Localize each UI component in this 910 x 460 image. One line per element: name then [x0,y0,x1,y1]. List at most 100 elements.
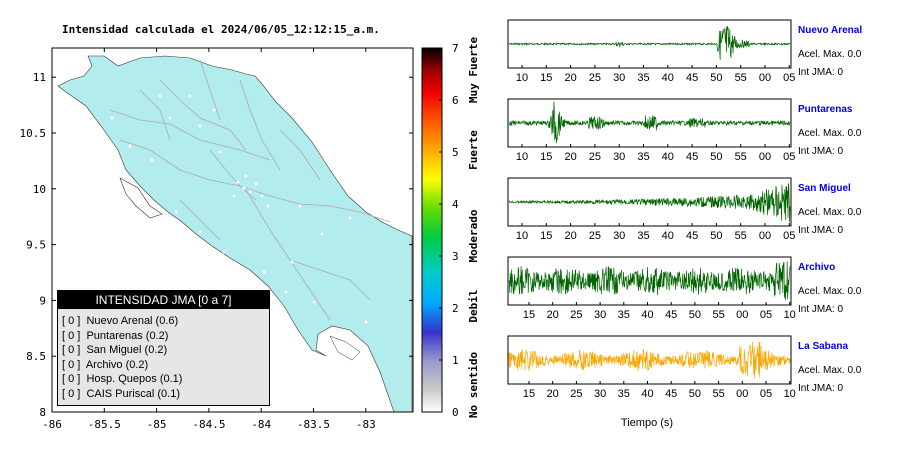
time-tick-label: 30 [594,388,606,400]
x-tick-label: -84 [251,418,271,431]
time-tick-label: 00 [736,388,748,400]
station-jma-intensity: Int JMA: 0 [798,225,843,236]
time-axis-label: Tiempo (s) [621,417,673,429]
city-dot [174,210,178,214]
time-tick-label: 00 [759,151,771,163]
time-tick-label: 30 [613,72,625,84]
y-tick-label: 9 [39,294,46,307]
station-max-acceleration: Acel. Max. 0.0 [798,128,862,139]
city-dot [110,116,114,120]
legend-item: [ 0 ] Nuevo Arenal (0.6) [58,314,269,329]
colorbar-tick-label: 1 [452,354,459,367]
x-tick-label: -86 [42,418,62,431]
city-dot [284,290,288,294]
station-name: San Miguel [798,183,851,194]
time-tick-label: 20 [547,388,559,400]
station-jma-intensity: Int JMA: 0 [798,67,843,78]
gulf-of-nicoya [119,177,163,219]
colorbar-tick-label: 5 [452,146,459,159]
road-line [209,149,257,201]
road-line [239,185,391,223]
y-tick-label: 11 [33,71,46,84]
time-tick-label: 15 [540,72,552,84]
time-tick-label: 25 [570,388,582,400]
city-dot [320,232,324,236]
legend-item: [ 0 ] CAIS Puriscal (0.1) [58,387,269,402]
time-tick-label: 05 [783,151,795,163]
time-tick-label: 50 [689,309,701,321]
y-tick-label: 9.5 [26,239,46,252]
waveform-trace [508,261,791,301]
time-tick-label: 10 [516,151,528,163]
time-tick-label: 50 [710,230,722,242]
station-name: La Sabana [798,341,848,352]
waveform-panels: 10 15 20 25 30 35 40 45 50 55 00 05 Nuevo Arenal Acel… [507,19,862,429]
station-max-acceleration: Acel. Max. 0.0 [798,49,862,60]
time-tick-label: 15 [523,388,535,400]
time-tick-label: 10 [784,309,796,321]
time-tick-label: 50 [710,72,722,84]
colorbar-category-label: No sentido [467,352,480,419]
time-tick-label: 55 [735,72,747,84]
colorbar-category-label: Debil [467,289,480,322]
colorbar-tick-label: 3 [452,250,459,263]
y-tick-label: 10.5 [20,127,47,140]
legend-list: [ 0 ] Nuevo Arenal (0.6)[ 0 ] Puntarenas… [58,309,269,402]
city-dot [198,124,202,128]
y-tick-label: 8.5 [26,350,46,363]
legend-item-value: [ 0 ] [62,387,81,400]
legend-item-value: [ 0 ] [62,329,81,342]
time-tick-label: 40 [641,388,653,400]
station-max-acceleration: Acel. Max. 0.0 [798,286,862,297]
city-dot [260,194,264,198]
time-tick-label: 45 [686,151,698,163]
waveform-panel: 15 20 25 30 35 40 45 50 55 00 05 10 La Sabana Acel. M… [507,335,862,400]
colorbar-category-label: Fuerte [467,130,480,170]
time-tick-label: 25 [589,230,601,242]
time-tick-label: 10 [516,72,528,84]
time-tick-label: 05 [760,309,772,321]
chart-title: Intensidad calculada el 2024/06/05_12:12… [62,23,380,36]
time-tick-label: 00 [759,230,771,242]
time-tick-label: 20 [564,230,576,242]
road-line [279,129,321,181]
golfo-dulce [329,335,361,361]
waveform-trace [508,25,791,60]
y-tick-label: 8 [39,406,46,419]
time-tick-label: 20 [547,309,559,321]
colorbar-category-label: Muy Fuerte [467,37,480,104]
map-panel: -86 -85.5 -85 -84.5 -84 -83.5 -83 8 8.5 9 9.5 10 10.… [20,47,414,431]
city-dot [188,94,192,98]
colorbar-tick-label: 0 [452,406,459,419]
x-tick-label: -83.5 [297,418,330,431]
time-tick-label: 25 [589,151,601,163]
waveform-trace [508,183,791,222]
city-dot [140,204,144,208]
x-tick-label: -83 [356,418,376,431]
time-tick-label: 55 [712,388,724,400]
legend-item: [ 0 ] Puntarenas (0.2) [58,329,269,344]
legend-item: [ 0 ] Archivo (0.2) [58,358,269,373]
time-tick-label: 20 [564,72,576,84]
legend-item-name: Hosp. Quepos (0.1) [80,373,183,386]
intensity-legend: INTENSIDAD JMA [0 a 7] [ 0 ] Nuevo Arena… [57,290,270,406]
time-tick-label: 05 [760,388,772,400]
colorbar-tick-label: 2 [452,302,459,315]
legend-item-name: San Miguel (0.2) [80,344,168,357]
legend-item-name: Archivo (0.2) [80,358,149,371]
time-tick-label: 35 [637,72,649,84]
map-frame [51,47,414,413]
city-dot [266,204,270,208]
legend-item-name: Nuevo Arenal (0.6) [80,315,179,327]
city-dot [290,260,294,264]
station-jma-intensity: Int JMA: 0 [798,383,843,394]
waveform-panel: 10 15 20 25 30 35 40 45 50 55 00 05 San Miguel Acel. … [507,177,862,242]
city-dot [232,194,236,198]
colorbar: 0 1 2 3 4 5 6 7 No sentido Debil Moderado Fuerte Muy… [421,37,480,419]
x-tick-label: -84.5 [192,418,225,431]
time-tick-label: 40 [662,230,674,242]
time-tick-label: 50 [710,151,722,163]
city-dot [242,186,246,190]
city-dot [262,270,266,274]
time-tick-label: 30 [613,230,625,242]
